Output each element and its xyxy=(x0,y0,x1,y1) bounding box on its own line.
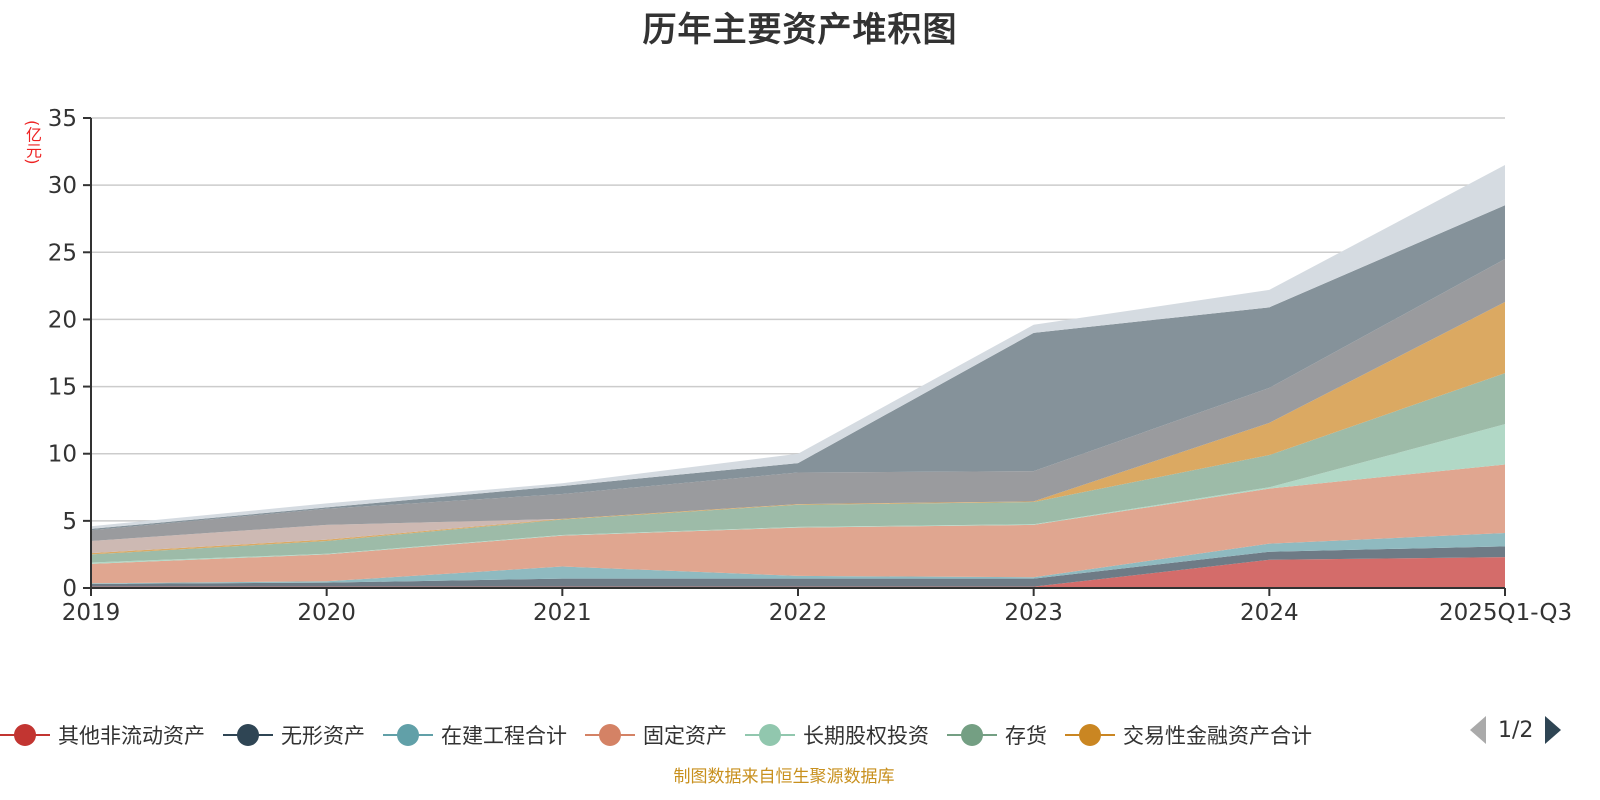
legend-item[interactable]: 固定资产 xyxy=(585,720,727,750)
x-tick-label: 2021 xyxy=(533,600,592,626)
y-axis-unit-label: (亿元) xyxy=(23,120,42,165)
y-tick-label: 10 xyxy=(48,442,77,468)
legend-item[interactable]: 存货 xyxy=(947,720,1047,750)
chart-title: 历年主要资产堆积图 xyxy=(642,10,958,50)
y-tick-label: 35 xyxy=(48,106,77,132)
triangle-right-icon[interactable] xyxy=(1545,716,1562,744)
stacked-areas xyxy=(91,165,1505,588)
legend-circle-icon xyxy=(383,723,433,747)
legend-item[interactable]: 交易性金融资产合计 xyxy=(1065,720,1312,750)
x-tick-label: 2024 xyxy=(1240,600,1299,626)
legend: 其他非流动资产 无形资产 在建工程合计 固定资产 长期股权投资 存货 交易性金融资产合计 xyxy=(0,718,1330,752)
legend-label: 交易性金融资产合计 xyxy=(1123,724,1312,748)
legend-item[interactable]: 在建工程合计 xyxy=(383,720,567,750)
legend-label: 其他非流动资产 xyxy=(58,724,205,748)
area-series-1 xyxy=(91,557,1505,588)
x-tick-label: 2020 xyxy=(297,600,356,626)
y-tick-label: 5 xyxy=(62,509,77,535)
legend-item[interactable]: 无形资产 xyxy=(223,720,365,750)
x-tick-label: 2022 xyxy=(769,600,828,626)
data-source-note: 制图数据来自恒生聚源数据库 xyxy=(673,767,895,787)
legend-item[interactable]: 长期股权投资 xyxy=(745,720,929,750)
y-tick-label: 20 xyxy=(48,307,77,333)
legend-page-indicator: 1/2 xyxy=(1498,717,1534,743)
y-tick-label: 0 xyxy=(62,576,77,602)
legend-label: 存货 xyxy=(1005,724,1047,748)
legend-circle-icon xyxy=(0,723,50,747)
legend-label: 固定资产 xyxy=(643,724,727,748)
legend-label: 无形资产 xyxy=(281,724,365,748)
area-series-10 xyxy=(91,205,1505,531)
axes: 0 5 10 15 20 25 30 35 2019 2020 2021 2022 2023 2024 20… xyxy=(48,106,1572,626)
x-tick-label: 2025Q1-Q3 xyxy=(1439,600,1572,626)
area-series-6 xyxy=(91,373,1505,563)
y-tick-label: 30 xyxy=(48,173,77,199)
x-tick-label: 2023 xyxy=(1004,600,1063,626)
area-series-9 xyxy=(91,259,1505,541)
triangle-left-icon[interactable] xyxy=(1470,716,1486,744)
x-tick-label: 2019 xyxy=(62,600,121,626)
area-series-4 xyxy=(91,464,1505,584)
chart-canvas: 0 5 10 15 20 25 30 35 2019 2020 2021 2022 2023 2024 20… xyxy=(48,106,1572,626)
y-tick-label: 15 xyxy=(48,375,77,401)
legend-item[interactable]: 其他非流动资产 xyxy=(0,720,205,750)
legend-circle-icon xyxy=(585,723,635,747)
legend-label: 在建工程合计 xyxy=(441,724,567,748)
legend-circle-icon xyxy=(223,723,273,747)
legend-pager: 1/2 xyxy=(1470,716,1562,744)
legend-circle-icon xyxy=(1065,723,1115,747)
y-tick-label: 25 xyxy=(48,240,77,266)
area-series-11 xyxy=(91,165,1505,529)
legend-label: 长期股权投资 xyxy=(803,724,929,748)
legend-circle-icon xyxy=(745,723,795,747)
area-series-2 xyxy=(91,546,1505,587)
legend-circle-icon xyxy=(947,723,997,747)
